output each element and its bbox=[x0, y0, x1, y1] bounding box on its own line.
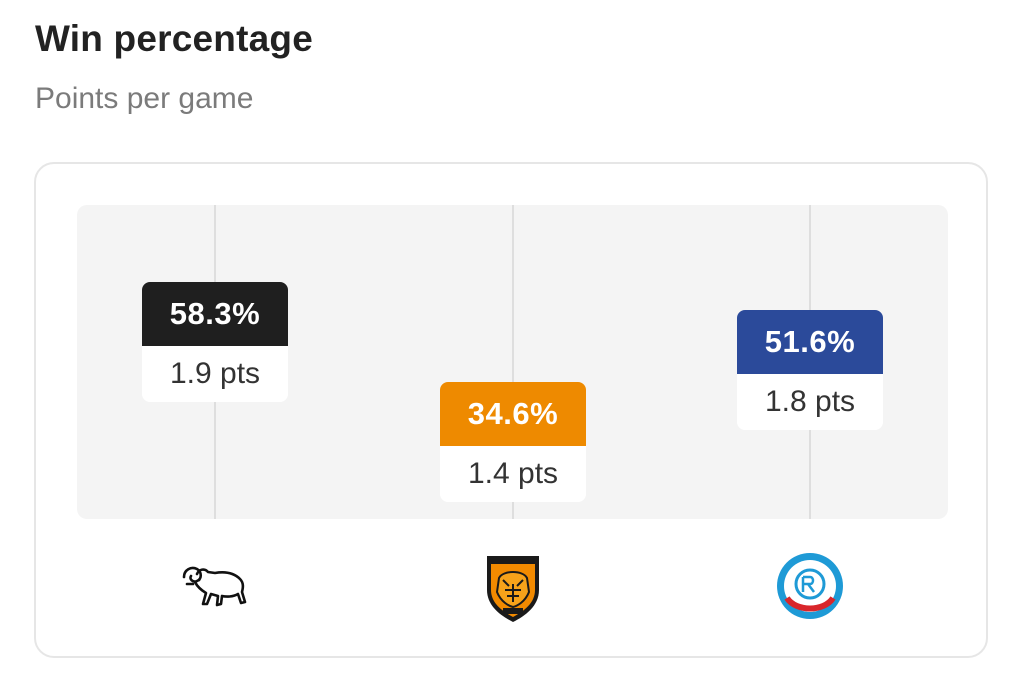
derby-ram-icon bbox=[175, 546, 255, 626]
strasbourg-crest-icon bbox=[770, 546, 850, 626]
page-title: Win percentage bbox=[35, 18, 313, 59]
chart-plot-area: 58.3% 1.9 pts 34.6% 1.4 pts 51.6% 1.8 pts bbox=[77, 205, 948, 519]
win-percentage-label: 58.3% bbox=[142, 282, 288, 347]
hull-tiger-icon bbox=[473, 546, 553, 626]
team-marker: 51.6% 1.8 pts bbox=[737, 310, 883, 431]
points-per-game-label: 1.8 pts bbox=[764, 385, 856, 419]
points-per-game-label: 1.4 pts bbox=[467, 456, 559, 490]
page-subtitle: Points per game bbox=[35, 82, 254, 115]
win-percentage-label: 34.6% bbox=[440, 381, 586, 446]
chart-card: 58.3% 1.9 pts 34.6% 1.4 pts 51.6% 1.8 pts bbox=[34, 162, 988, 658]
column-gridline bbox=[512, 205, 514, 519]
win-percentage-label: 51.6% bbox=[737, 310, 883, 375]
team-marker: 58.3% 1.9 pts bbox=[142, 282, 288, 403]
team-marker: 34.6% 1.4 pts bbox=[440, 381, 586, 502]
points-per-game-label: 1.9 pts bbox=[169, 357, 261, 391]
